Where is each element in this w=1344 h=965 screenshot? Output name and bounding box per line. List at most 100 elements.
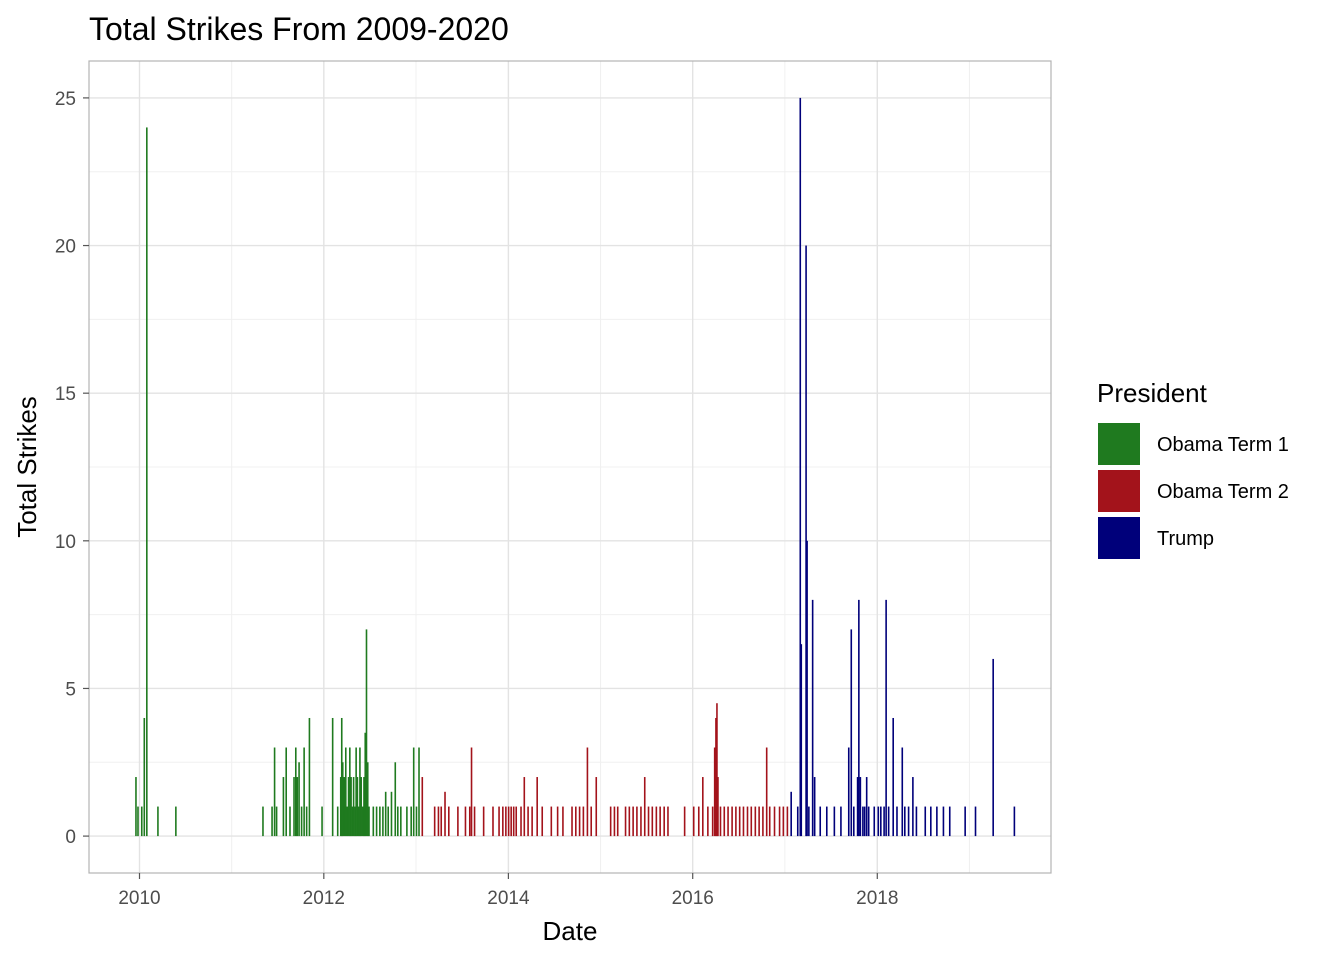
bar <box>742 806 745 837</box>
y-tick-label: 25 <box>55 89 76 110</box>
y-tick-label: 20 <box>55 237 76 258</box>
bar <box>628 806 631 837</box>
bar <box>924 806 927 837</box>
bar <box>590 806 593 837</box>
grid-major <box>89 61 1051 873</box>
bar <box>790 791 792 837</box>
bars <box>135 97 1016 837</box>
bar <box>368 806 370 837</box>
bar <box>715 717 717 837</box>
bar <box>636 806 638 837</box>
bar <box>887 806 890 837</box>
bar <box>948 806 951 837</box>
bar <box>355 747 357 837</box>
bar <box>723 806 726 837</box>
bar <box>702 777 704 837</box>
bar <box>347 777 350 837</box>
bar <box>331 717 334 837</box>
bar <box>356 777 359 837</box>
bar <box>867 806 870 837</box>
bar <box>683 806 686 837</box>
bar <box>275 806 278 837</box>
legend-title: President <box>1097 378 1208 408</box>
x-tick-label: 2014 <box>487 888 530 909</box>
bar <box>415 806 418 837</box>
bar <box>800 644 803 837</box>
x-tick-label: 2016 <box>672 888 714 909</box>
y-tick-label: 5 <box>65 679 76 700</box>
x-tick-label: 2010 <box>118 888 160 909</box>
bar <box>352 777 355 837</box>
bar <box>285 747 287 837</box>
bar <box>556 806 559 837</box>
bar <box>562 806 564 837</box>
bar <box>464 806 467 837</box>
y-tick-label: 15 <box>55 384 76 405</box>
bar <box>412 747 415 837</box>
bar <box>357 806 360 837</box>
bar <box>811 599 814 837</box>
bar <box>850 629 853 837</box>
bar <box>520 806 522 837</box>
bar <box>746 806 749 837</box>
bar <box>351 806 354 837</box>
y-tick-label: 10 <box>55 532 76 553</box>
bar <box>146 127 148 837</box>
bar <box>418 747 420 837</box>
bar <box>289 806 291 837</box>
chart-title: Total Strikes From 2009-2020 <box>89 11 509 47</box>
bar <box>470 747 473 837</box>
bar <box>758 806 760 837</box>
bar <box>713 747 716 837</box>
bar <box>512 806 515 837</box>
bar <box>394 762 397 837</box>
bar <box>457 806 459 837</box>
x-tick-label: 2018 <box>856 888 898 909</box>
bar <box>892 717 894 837</box>
bar <box>936 806 938 837</box>
bar <box>1013 806 1016 837</box>
bar <box>786 806 789 837</box>
bar <box>731 806 733 837</box>
bar <box>707 806 709 837</box>
legend-label: Trump <box>1157 528 1214 550</box>
bar <box>716 703 718 837</box>
x-axis-label: Date <box>543 916 598 946</box>
bar <box>571 806 573 837</box>
bar <box>308 717 311 837</box>
bar <box>833 806 836 837</box>
bar <box>396 806 399 837</box>
bar <box>595 777 598 837</box>
legend-key <box>1098 423 1140 465</box>
bar <box>806 540 808 837</box>
bar <box>727 806 729 837</box>
bar <box>762 806 764 837</box>
bar <box>492 806 494 837</box>
bar <box>667 806 669 837</box>
bar <box>498 806 500 837</box>
y-axis: 0 5 10 15 20 25 <box>55 89 89 848</box>
bar <box>847 747 850 837</box>
bar <box>750 806 753 837</box>
bar <box>363 777 365 837</box>
bar <box>375 806 378 837</box>
bar <box>421 777 424 837</box>
bar <box>632 806 634 837</box>
bar <box>692 806 695 837</box>
bar <box>296 777 299 837</box>
bar <box>379 806 381 837</box>
bar <box>799 97 802 837</box>
bar <box>575 806 577 837</box>
bar <box>502 806 504 837</box>
bar <box>336 806 339 837</box>
bar <box>915 806 918 837</box>
y-tick-label: 0 <box>65 827 76 848</box>
bar <box>372 806 375 837</box>
bar <box>282 777 285 837</box>
bar <box>655 806 658 837</box>
bar <box>907 806 910 837</box>
bar <box>321 806 323 837</box>
bar <box>344 747 347 837</box>
bar <box>853 806 855 837</box>
